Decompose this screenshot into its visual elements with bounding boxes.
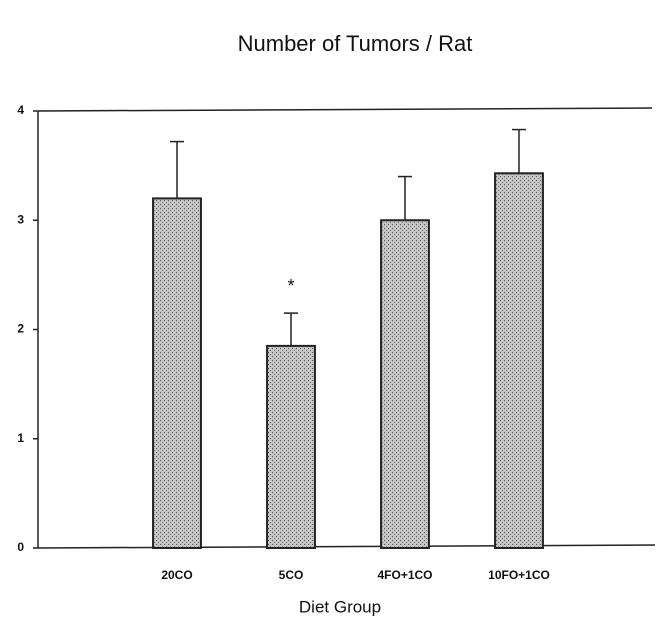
x-tick-label: 10FO+1CO — [488, 568, 550, 582]
x-axis-label: Diet Group — [299, 597, 381, 616]
y-tick-label: 4 — [17, 103, 24, 117]
y-tick-label: 1 — [17, 431, 24, 445]
y-tick-label: 3 — [17, 212, 24, 226]
x-tick-label: 5CO — [279, 568, 304, 582]
bar — [494, 172, 544, 550]
x-tick-label: 4FO+1CO — [377, 568, 432, 582]
x-tick-label: 20CO — [161, 568, 192, 582]
plot-frame-top — [37, 107, 653, 112]
bar — [152, 197, 202, 549]
annotation: * — [287, 276, 294, 296]
y-tick-label: 2 — [17, 322, 24, 336]
bar — [266, 344, 316, 550]
y-tick-label: 0 — [17, 540, 24, 554]
x-axis — [37, 544, 656, 549]
bar — [380, 219, 430, 549]
chart-title: Number of Tumors / Rat — [238, 31, 473, 56]
